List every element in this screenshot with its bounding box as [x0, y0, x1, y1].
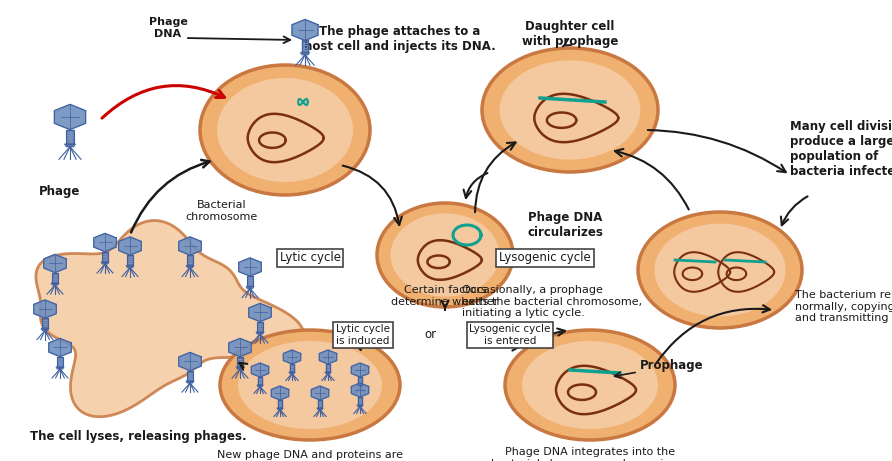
Polygon shape: [126, 266, 134, 267]
Text: The phage attaches to a
host cell and injects its DNA.: The phage attaches to a host cell and in…: [304, 25, 496, 53]
Polygon shape: [228, 338, 252, 357]
Polygon shape: [246, 286, 254, 289]
Polygon shape: [43, 318, 47, 329]
Polygon shape: [351, 383, 368, 397]
Polygon shape: [44, 254, 66, 272]
Polygon shape: [278, 400, 282, 408]
Ellipse shape: [220, 330, 400, 440]
Polygon shape: [186, 266, 194, 267]
Polygon shape: [187, 371, 193, 381]
Polygon shape: [318, 400, 322, 408]
Text: The cell lyses, releasing phages.: The cell lyses, releasing phages.: [29, 430, 246, 443]
Polygon shape: [357, 405, 363, 407]
Polygon shape: [256, 332, 264, 334]
Text: Bacterial
chromosome: Bacterial chromosome: [186, 200, 258, 222]
Text: Phage DNA
circularizes: Phage DNA circularizes: [527, 211, 603, 239]
Polygon shape: [248, 276, 252, 286]
Polygon shape: [325, 372, 331, 373]
Text: Phage: Phage: [39, 185, 80, 198]
Polygon shape: [317, 408, 323, 409]
Polygon shape: [326, 364, 330, 372]
Polygon shape: [258, 322, 262, 332]
Text: Lytic cycle
is induced: Lytic cycle is induced: [336, 324, 390, 346]
Polygon shape: [101, 262, 109, 264]
Polygon shape: [53, 272, 57, 283]
Polygon shape: [51, 283, 59, 285]
Polygon shape: [271, 386, 289, 400]
Text: New phage DNA and proteins are
synthesized and assembled into phages.: New phage DNA and proteins are synthesiz…: [196, 450, 424, 461]
Ellipse shape: [238, 341, 382, 429]
Polygon shape: [258, 377, 261, 385]
Polygon shape: [36, 220, 303, 417]
Text: Many cell divisions
produce a large
population of
bacteria infected: Many cell divisions produce a large popu…: [790, 120, 892, 178]
Polygon shape: [54, 104, 86, 130]
Polygon shape: [290, 364, 293, 372]
Text: Lysogenic cycle: Lysogenic cycle: [500, 252, 591, 265]
Polygon shape: [277, 408, 283, 409]
Ellipse shape: [655, 224, 786, 316]
Polygon shape: [257, 385, 263, 386]
Polygon shape: [103, 252, 107, 262]
Polygon shape: [49, 338, 71, 357]
Polygon shape: [351, 363, 368, 377]
Polygon shape: [237, 357, 243, 367]
Text: Lytic cycle: Lytic cycle: [279, 252, 341, 265]
Polygon shape: [301, 53, 310, 55]
Polygon shape: [56, 367, 64, 369]
Polygon shape: [289, 372, 295, 373]
Ellipse shape: [377, 203, 513, 307]
Polygon shape: [284, 350, 301, 364]
Text: Certain factors
determine whether: Certain factors determine whether: [392, 285, 499, 307]
Polygon shape: [359, 397, 362, 405]
Text: Lysogenic cycle
is entered: Lysogenic cycle is entered: [469, 324, 550, 346]
Text: Phage DNA integrates into the
bacterial chromosome, becoming a
prophage.: Phage DNA integrates into the bacterial …: [491, 447, 689, 461]
Text: Occasionally, a prophage
exits the bacterial chromosome,
initiating a lytic cycl: Occasionally, a prophage exits the bacte…: [462, 285, 642, 318]
Ellipse shape: [505, 330, 675, 440]
Ellipse shape: [500, 60, 640, 160]
Polygon shape: [178, 237, 202, 255]
Polygon shape: [252, 363, 268, 377]
Polygon shape: [187, 255, 193, 266]
Polygon shape: [311, 386, 328, 400]
Polygon shape: [58, 357, 62, 367]
Ellipse shape: [200, 65, 370, 195]
Polygon shape: [178, 352, 202, 371]
Polygon shape: [236, 367, 244, 369]
Polygon shape: [128, 255, 132, 266]
Polygon shape: [34, 300, 56, 318]
Text: Daughter cell
with prophage: Daughter cell with prophage: [522, 20, 618, 48]
Text: Prophage: Prophage: [640, 359, 704, 372]
Polygon shape: [292, 19, 318, 41]
Polygon shape: [249, 303, 271, 322]
Ellipse shape: [482, 48, 658, 172]
Polygon shape: [119, 237, 141, 255]
Polygon shape: [41, 329, 49, 331]
Ellipse shape: [522, 341, 658, 429]
Polygon shape: [67, 130, 73, 144]
Text: The bacterium reproduces
normally, copying the prophage
and transmitting it to d: The bacterium reproduces normally, copyi…: [795, 290, 892, 323]
Polygon shape: [186, 381, 194, 383]
Polygon shape: [64, 144, 76, 147]
Polygon shape: [357, 385, 363, 386]
Polygon shape: [359, 377, 362, 385]
Ellipse shape: [217, 78, 353, 182]
Polygon shape: [319, 350, 336, 364]
Ellipse shape: [391, 213, 500, 296]
Polygon shape: [94, 233, 116, 252]
Ellipse shape: [638, 212, 802, 328]
Text: or: or: [424, 329, 436, 342]
Polygon shape: [302, 41, 308, 53]
Text: Phage
DNA: Phage DNA: [149, 17, 187, 39]
Polygon shape: [239, 258, 261, 276]
